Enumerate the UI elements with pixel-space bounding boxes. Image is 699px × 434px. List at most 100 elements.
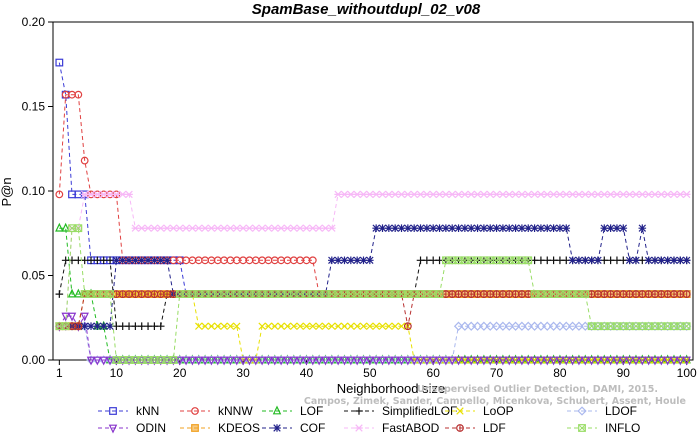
legend-item-fastabod: FastABOD [344,421,440,434]
data-point-odin [308,356,318,366]
data-point-fastabod [467,190,476,199]
data-point-odin [181,356,191,366]
series-layer [54,58,692,366]
data-point-fastabod [226,224,235,232]
legend-marker-loop [456,407,464,415]
data-point-fastabod [296,224,304,232]
data-point-fastabod [486,190,495,199]
data-point-odin [523,356,533,366]
x-axis: 1 10 20 30 40 50 60 70 80 90 100 [56,360,697,380]
data-point-odin [232,356,242,366]
data-point-fastabod [562,190,571,199]
data-point-inflo [169,356,178,364]
legend-label-knn: kNN [136,404,159,418]
data-point-odin [264,356,273,366]
data-point-odin [530,356,539,366]
data-point-fastabod [93,190,102,199]
data-point-fastabod [461,190,469,199]
y-tick-label: 0.20 [22,15,46,29]
data-point-cof [473,224,482,232]
data-point-odin [346,356,356,366]
data-point-cof [587,256,596,265]
data-point-fastabod [556,190,564,199]
data-point-cof [638,224,647,232]
data-point-cof [530,224,539,232]
data-point-simplifiedlof [150,322,159,330]
data-point-cof [480,224,488,232]
data-point-odin [175,356,184,366]
data-point-cof [594,256,602,265]
data-point-cof [606,224,615,232]
data-point-fastabod [169,224,178,232]
data-point-fastabod [366,190,374,199]
data-point-cof [651,256,659,265]
legend-item-ldof: LDOF [567,404,637,418]
data-point-knnw [74,90,83,99]
data-point-fastabod [404,190,412,199]
legend-item-knn: kNN [98,404,159,418]
legend-item-simplifiedlof: SimplifiedLOF [344,404,457,418]
data-point-simplifiedlof [112,322,121,330]
data-point-simplifiedlof [61,256,70,265]
data-point-simplifiedlof [613,256,621,265]
data-point-fastabod [625,190,634,199]
data-point-odin [498,356,508,366]
data-point-cof [543,224,552,232]
data-point-odin [105,356,115,366]
data-point-fastabod [182,224,190,232]
data-point-ldof [517,321,527,331]
x-tick-label: 70 [490,366,504,380]
series-line-ldof [59,325,687,361]
data-point-odin [194,356,203,366]
data-point-odin [657,356,666,366]
data-point-odin [371,356,381,366]
data-point-fastabod [442,190,450,199]
data-point-fastabod [347,190,355,199]
data-point-odin [86,356,96,366]
data-point-cof [340,256,349,265]
data-point-cof [499,224,507,232]
data-point-odin [257,356,267,366]
data-point-fastabod [150,224,159,232]
legend-item-inflo: INFLO [567,421,640,434]
data-point-odin [365,356,375,366]
data-point-simplifiedlof [423,256,431,265]
data-point-odin [289,356,299,366]
data-point-cof [537,224,545,232]
x-tick-label: 1 [56,366,63,380]
y-axis-label: P@n [0,177,14,206]
data-point-cof [657,256,666,265]
data-point-cof [600,224,609,232]
x-axis-label: Neighborhood size [337,381,445,396]
legend-label-lof: LOF [300,404,323,418]
data-point-fastabod [537,190,545,199]
data-point-loop [277,322,285,330]
data-point-odin [384,356,394,366]
data-point-fastabod [340,190,349,199]
x-tick-label: 20 [173,366,187,380]
data-point-odin [555,356,565,366]
data-point-simplifiedlof [137,322,146,330]
data-point-inflo [74,224,83,233]
data-point-fastabod [175,224,184,232]
data-point-odin [676,356,685,366]
data-point-ldof [542,321,552,331]
data-point-fastabod [600,190,609,199]
data-point-odin [245,356,254,366]
chart-title: SpamBase_withoutdupl_02_v08 [252,1,481,18]
data-point-fastabod [328,224,336,232]
data-point-cof [492,224,501,232]
data-point-fastabod [435,190,444,199]
data-point-knnw [308,256,317,265]
data-point-cof [423,224,431,232]
data-point-fastabod [410,190,418,199]
data-point-odin [67,312,77,322]
data-point-simplifiedlof [118,322,127,330]
data-point-simplifiedlof [87,256,95,265]
data-point-cof [518,224,526,232]
data-point-fastabod [473,190,482,199]
data-point-ldf [74,322,83,331]
data-point-odin [270,356,280,366]
data-point-simplifiedlof [562,256,571,265]
data-point-lof [67,288,77,298]
